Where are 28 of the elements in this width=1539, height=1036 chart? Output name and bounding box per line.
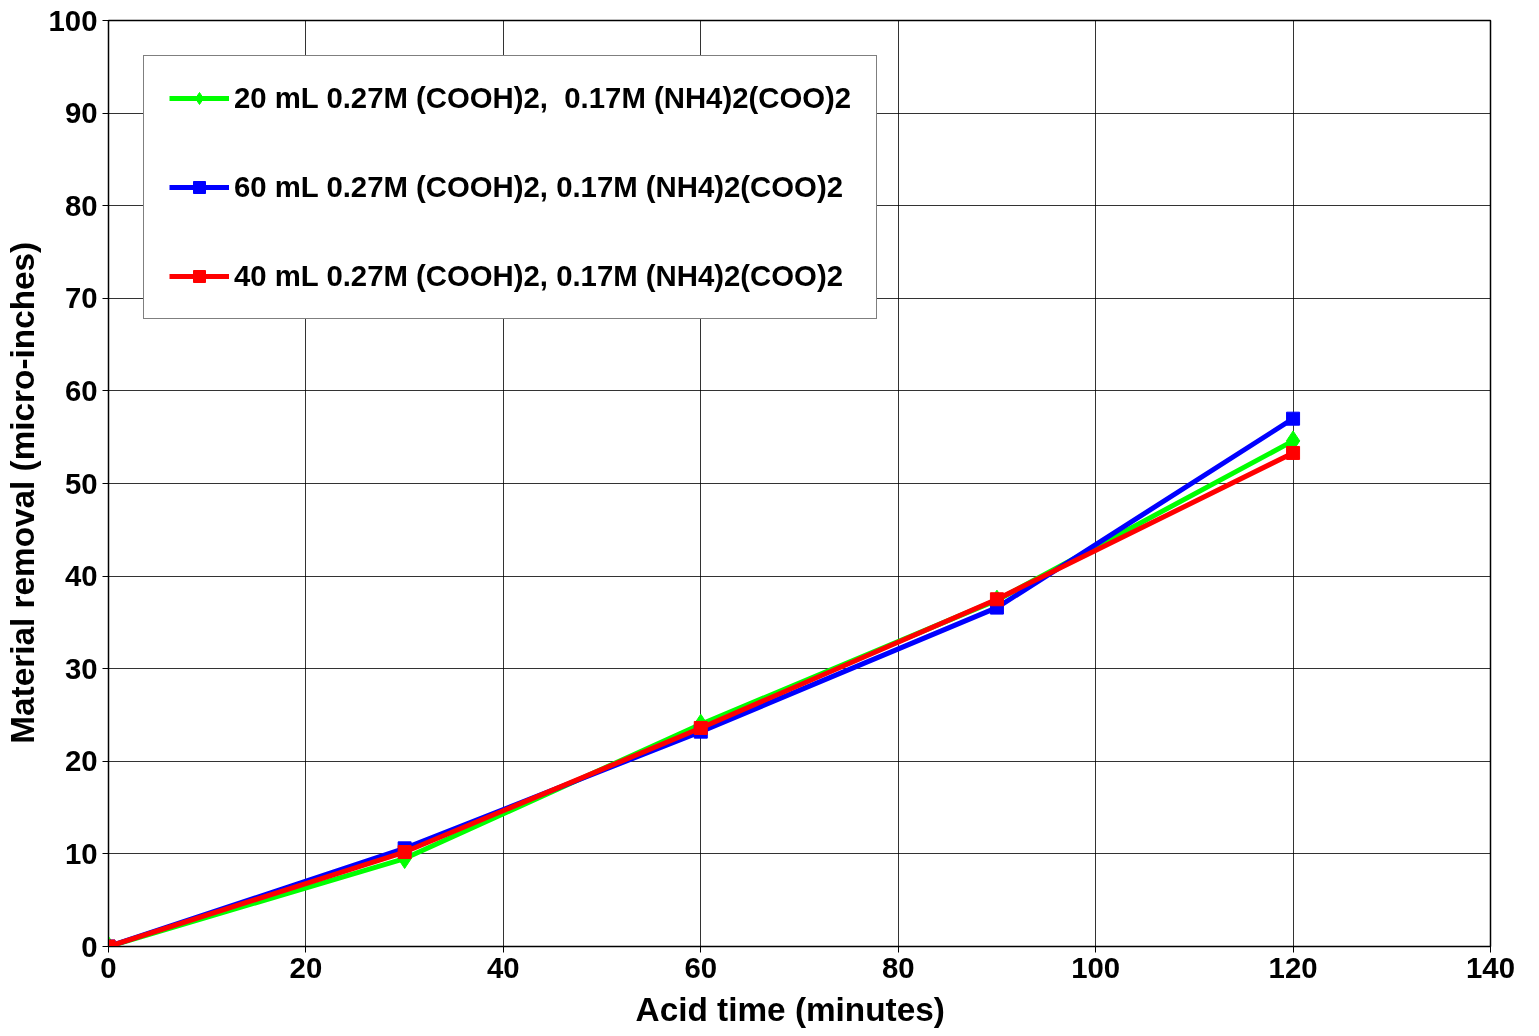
y-tick-label: 20: [64, 744, 98, 778]
y-axis-title: Material removal (micro-inches): [3, 241, 41, 744]
legend-label: 40 mL 0.27M (COOH)2, 0.17M (NH4)2(COO)2: [234, 259, 843, 293]
x-tick-label: 20: [289, 950, 323, 984]
legend-label: 20 mL 0.27M (COOH)2, 0.17M (NH4)2(COO)2: [234, 81, 852, 115]
y-tick-label: 0: [81, 929, 98, 963]
point: [693, 720, 708, 735]
y-tick-label: 60: [64, 373, 98, 407]
y-tick-label: 40: [64, 559, 98, 593]
x-tick-label: 120: [1268, 950, 1318, 984]
x-tick-label: 60: [684, 950, 718, 984]
y-tick-label: 30: [64, 651, 98, 685]
y-tick-label: 70: [64, 281, 98, 315]
point: [1286, 411, 1301, 426]
x-tick-label: 100: [1071, 950, 1121, 984]
y-tick-label: 100: [48, 3, 98, 37]
point: [1286, 445, 1301, 460]
x-axis-title: Acid time (minutes): [635, 990, 945, 1028]
point: [397, 845, 412, 860]
y-tick-label: 80: [64, 188, 98, 222]
y-tick-label: 90: [64, 96, 98, 130]
point: [989, 592, 1004, 607]
y-tick-label: 10: [64, 836, 98, 870]
y-tick-label: 50: [64, 466, 98, 500]
x-tick-label: 80: [881, 950, 915, 984]
x-tick-label: 40: [487, 950, 520, 984]
legend-label: 60 mL 0.27M (COOH)2, 0.17M (NH4)2(COO)2: [234, 170, 843, 204]
x-tick-label: 140: [1466, 950, 1515, 984]
